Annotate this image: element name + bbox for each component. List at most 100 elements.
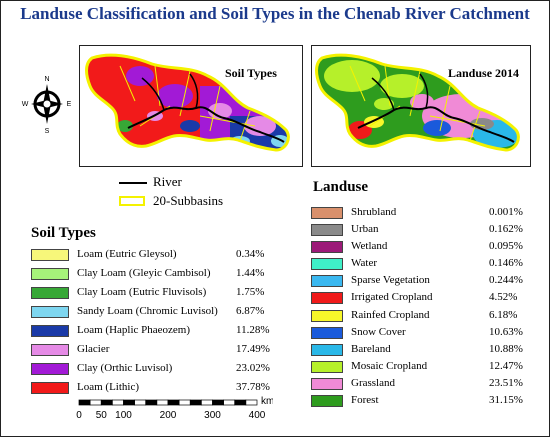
landuse-map <box>315 53 520 152</box>
soil-legend-item: Glacier 17.49% <box>31 342 281 361</box>
soil-color-swatch <box>31 382 69 394</box>
scale-segment <box>245 399 258 406</box>
scale-tick-label: 50 <box>96 410 108 421</box>
soil-percent: 17.49% <box>236 343 270 355</box>
landuse-name: Forest <box>351 394 379 407</box>
landuse-panel-label: Landuse 2014 <box>448 66 520 80</box>
landuse-color-swatch <box>311 343 343 356</box>
soil-legend-heading: Soil Types <box>31 225 96 241</box>
landuse-percent: 31.15% <box>489 394 523 407</box>
landuse-color-swatch <box>311 258 343 271</box>
landuse-name: Sparse Vegetation <box>351 274 430 287</box>
landuse-percent: 0.095% <box>489 240 523 253</box>
landuse-name: Water <box>351 257 377 270</box>
landuse-percent: 0.001% <box>489 206 523 218</box>
soil-color-swatch <box>31 325 69 337</box>
soil-types-map-panel: Soil Types <box>79 45 303 167</box>
soil-name: Sandy Loam (Chromic Luvisol) <box>77 305 218 317</box>
soil-panel-label: Soil Types <box>225 66 277 80</box>
landuse-color-swatch <box>311 309 343 322</box>
landuse-legend-heading: Landuse <box>313 179 369 195</box>
landuse-color-swatch <box>311 377 343 390</box>
compass-n: N <box>44 76 49 83</box>
scale-segment <box>178 399 191 406</box>
soil-legend-item: Clay (Orthic Luvisol) 23.02% <box>31 361 281 380</box>
landuse-name: Urban <box>351 223 379 236</box>
landuse-percent: 0.162% <box>489 223 523 236</box>
soil-name: Loam (Eutric Gleysol) <box>77 248 177 260</box>
figure-title: Landuse Classification and Soil Types in… <box>20 4 530 23</box>
scale-segment <box>89 399 102 406</box>
soil-percent: 23.02% <box>236 362 270 374</box>
scale-segment <box>134 399 147 406</box>
landuse-name: Shrubland <box>351 206 397 218</box>
legend-river-label: River <box>153 174 182 189</box>
landuse-percent: 0.244% <box>489 274 523 287</box>
scale-bar: 0 50 100 200 300 400 km <box>76 396 273 421</box>
soil-percent: 6.87% <box>236 305 265 317</box>
scale-tick-label: 400 <box>249 410 266 421</box>
landuse-percent: 10.88% <box>489 342 523 355</box>
landuse-name: Mosaic Cropland <box>351 359 428 372</box>
landuse-name: Grassland <box>351 376 395 389</box>
landuse-color-swatch <box>311 395 343 408</box>
soil-name: Clay Loam (Eutric Fluvisols) <box>77 286 207 298</box>
scale-segment <box>112 399 124 406</box>
landuse-color-swatch <box>311 207 343 219</box>
landuse-legend-item: Snow Cover 10.63% <box>311 325 543 342</box>
scale-segment <box>189 399 202 406</box>
soil-legend-item: Clay Loam (Gleyic Cambisol) 1.44% <box>31 266 281 285</box>
landuse-color-swatch <box>311 241 343 254</box>
soil-color-swatch <box>31 363 69 375</box>
landuse-name: Bareland <box>351 342 391 355</box>
soil-color-swatch <box>31 287 69 299</box>
soil-color-swatch <box>31 268 69 280</box>
scale-tick-label: 300 <box>204 410 221 421</box>
scale-segment <box>100 399 113 406</box>
scale-segment <box>145 399 158 406</box>
landuse-legend-item: Urban 0.162% <box>311 222 543 239</box>
landuse-color-swatch <box>311 275 343 288</box>
scale-segment <box>123 399 135 406</box>
soil-color-swatch <box>31 306 69 318</box>
soil-name: Loam (Haplic Phaeozem) <box>77 324 191 336</box>
landuse-name: Snow Cover <box>351 325 406 338</box>
compass-s: S <box>45 128 50 135</box>
soil-legend-item: Loam (Haplic Phaeozem) 11.28% <box>31 323 281 342</box>
soil-legend-item: Sandy Loam (Chromic Luvisol) 6.87% <box>31 304 281 323</box>
soil-percent: 11.28% <box>236 324 270 336</box>
landuse-name: Wetland <box>351 240 388 253</box>
soil-name: Clay Loam (Gleyic Cambisol) <box>77 267 211 279</box>
soil-percent: 37.78% <box>236 381 270 393</box>
scale-tick-label: 100 <box>115 410 132 421</box>
soil-legend-item: Loam (Eutric Gleysol) 0.34% <box>31 247 281 266</box>
landuse-name: Irrigated Cropland <box>351 291 433 304</box>
landuse-legend-item: Sparse Vegetation 0.244% <box>311 273 543 290</box>
landuse-legend-item: Shrubland 0.001% <box>311 205 543 222</box>
landuse-color-swatch <box>311 326 343 339</box>
landuse-percent: 0.146% <box>489 257 523 270</box>
soil-color-swatch <box>31 249 69 261</box>
north-arrow-compass: N S W E <box>22 76 72 135</box>
soil-percent: 0.34% <box>236 248 265 260</box>
scale-segment <box>201 399 213 406</box>
landuse-legend-item: Mosaic Cropland 12.47% <box>311 359 543 376</box>
landuse-percent: 6.18% <box>489 308 518 321</box>
landuse-color-swatch <box>311 360 343 373</box>
landuse-legend-item: Grassland 23.51% <box>311 376 543 393</box>
scale-segment <box>167 399 180 406</box>
landuse-legend-item: Irrigated Cropland 4.52% <box>311 290 543 307</box>
soil-percent: 1.44% <box>236 267 265 279</box>
scale-segment <box>78 399 91 406</box>
scale-segment <box>223 399 236 406</box>
soil-name: Loam (Lithic) <box>77 381 140 393</box>
landuse-legend-item: Bareland 10.88% <box>311 342 543 359</box>
landuse-color-swatch <box>311 224 343 237</box>
landuse-name: Rainfed Cropland <box>351 308 430 321</box>
compass-w: W <box>22 101 29 108</box>
soil-legend-item: Loam (Lithic) 37.78% <box>31 380 281 399</box>
landuse-percent: 4.52% <box>489 291 518 304</box>
soil-legend-item: Clay Loam (Eutric Fluvisols) 1.75% <box>31 285 281 304</box>
landuse-legend-item: Water 0.146% <box>311 256 543 273</box>
